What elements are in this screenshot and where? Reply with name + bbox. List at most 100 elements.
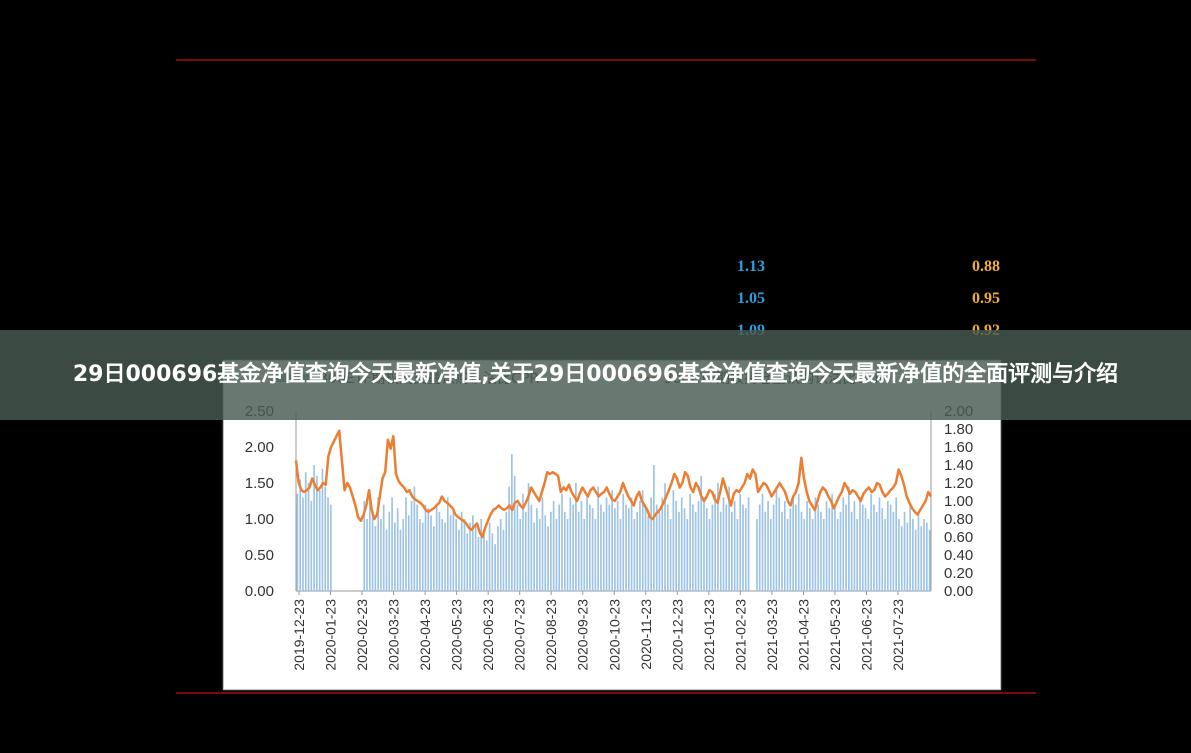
bar-mark xyxy=(608,504,611,591)
bar-mark xyxy=(488,522,491,591)
bar-mark xyxy=(811,519,814,591)
bar-mark xyxy=(586,497,588,591)
bar-mark xyxy=(391,497,393,591)
bar-mark xyxy=(725,504,728,591)
bar-mark xyxy=(653,465,655,591)
bar-mark xyxy=(416,504,418,591)
y-left-tick-label: 0.50 xyxy=(245,547,274,564)
bar-mark xyxy=(616,501,619,591)
bar-mark xyxy=(296,493,299,591)
bar-mark xyxy=(744,508,747,591)
bar-mark xyxy=(683,508,686,591)
bar-mark xyxy=(828,508,831,591)
bar-mark xyxy=(900,526,903,591)
bar-mark xyxy=(834,504,836,591)
y-right-tick-label: 0.40 xyxy=(944,547,973,564)
top-red-rule xyxy=(176,59,1036,61)
bar-mark xyxy=(864,508,867,591)
bar-mark xyxy=(920,526,923,591)
x-tick-label: 2020-07-23 xyxy=(512,599,528,671)
bar-mark xyxy=(472,515,474,591)
bar-mark xyxy=(575,483,577,591)
bar-mark xyxy=(756,519,758,591)
bar-mark xyxy=(825,501,828,591)
bar-mark xyxy=(700,475,703,591)
x-tick-label: 2021-02-23 xyxy=(732,599,748,671)
bar-mark xyxy=(499,519,502,591)
x-tick-label: 2021-05-23 xyxy=(827,599,843,671)
bar-mark xyxy=(694,511,697,591)
bar-mark xyxy=(530,504,533,591)
x-tick-label: 2020-02-23 xyxy=(354,599,370,671)
y-left-tick-label: 1.00 xyxy=(245,511,274,528)
y-right-tick-label: 1.00 xyxy=(944,493,973,510)
bar-mark xyxy=(764,511,767,591)
bar-mark xyxy=(455,519,457,591)
bottom-red-rule xyxy=(176,692,1036,694)
bar-mark xyxy=(781,511,783,591)
bar-mark xyxy=(413,486,416,591)
bar-mark xyxy=(538,519,541,591)
bar-mark xyxy=(792,497,794,591)
bar-mark xyxy=(433,526,435,591)
bar-mark xyxy=(761,493,764,591)
bar-mark xyxy=(569,497,572,591)
x-tick-label: 2021-06-23 xyxy=(858,599,874,671)
bar-mark xyxy=(497,526,499,591)
x-tick-label: 2020-05-23 xyxy=(449,599,465,671)
bar-mark xyxy=(870,493,872,591)
bar-mark xyxy=(371,511,374,591)
bar-mark xyxy=(795,504,797,591)
bar-mark xyxy=(614,508,616,591)
y-left-tick-label: 0.00 xyxy=(245,583,274,600)
bar-mark xyxy=(368,490,371,591)
y-left-tick-label: 2.00 xyxy=(245,439,274,456)
bar-mark xyxy=(583,519,586,591)
bar-mark xyxy=(577,511,580,591)
bar-mark xyxy=(666,504,669,591)
bar-mark xyxy=(680,497,683,591)
bar-mark xyxy=(909,504,911,591)
bar-mark xyxy=(380,519,382,591)
bar-mark xyxy=(544,515,547,591)
bar-mark xyxy=(307,483,310,591)
bar-mark xyxy=(817,504,820,591)
bar-mark xyxy=(444,522,446,591)
bar-mark xyxy=(427,508,430,591)
bar-mark xyxy=(848,486,850,591)
bar-mark xyxy=(912,519,914,591)
y-right-tick-label: 0.60 xyxy=(944,529,973,546)
bar-mark xyxy=(814,497,817,591)
y-right-tick-label: 0.00 xyxy=(944,583,973,600)
bar-mark xyxy=(803,519,806,591)
bar-mark xyxy=(697,501,700,591)
bar-mark xyxy=(895,497,898,591)
bar-mark xyxy=(318,490,321,591)
bar-mark xyxy=(511,454,513,591)
bar-mark xyxy=(302,497,304,591)
bar-mark xyxy=(789,508,792,591)
bar-mark xyxy=(421,522,424,591)
bar-mark xyxy=(316,475,318,591)
bar-mark xyxy=(410,501,413,591)
bar-mark xyxy=(703,497,705,591)
x-tick-label: 2021-04-23 xyxy=(795,599,811,671)
bar-mark xyxy=(519,519,522,591)
bar-mark xyxy=(458,529,460,591)
x-tick-label: 2020-06-23 xyxy=(480,599,496,671)
bar-mark xyxy=(914,529,917,591)
bar-mark xyxy=(483,529,485,591)
bar-mark xyxy=(925,522,928,591)
bar-mark xyxy=(524,511,527,591)
bar-mark xyxy=(377,497,379,591)
bar-mark xyxy=(839,511,842,591)
bar-mark xyxy=(884,519,886,591)
bar-mark xyxy=(588,504,591,591)
bar-mark xyxy=(739,493,742,591)
bar-mark xyxy=(449,515,452,591)
table-value: 1.05 xyxy=(737,290,765,307)
bar-mark xyxy=(366,519,368,591)
bar-mark xyxy=(633,519,636,591)
bar-mark xyxy=(460,511,463,591)
bar-mark xyxy=(516,504,519,591)
